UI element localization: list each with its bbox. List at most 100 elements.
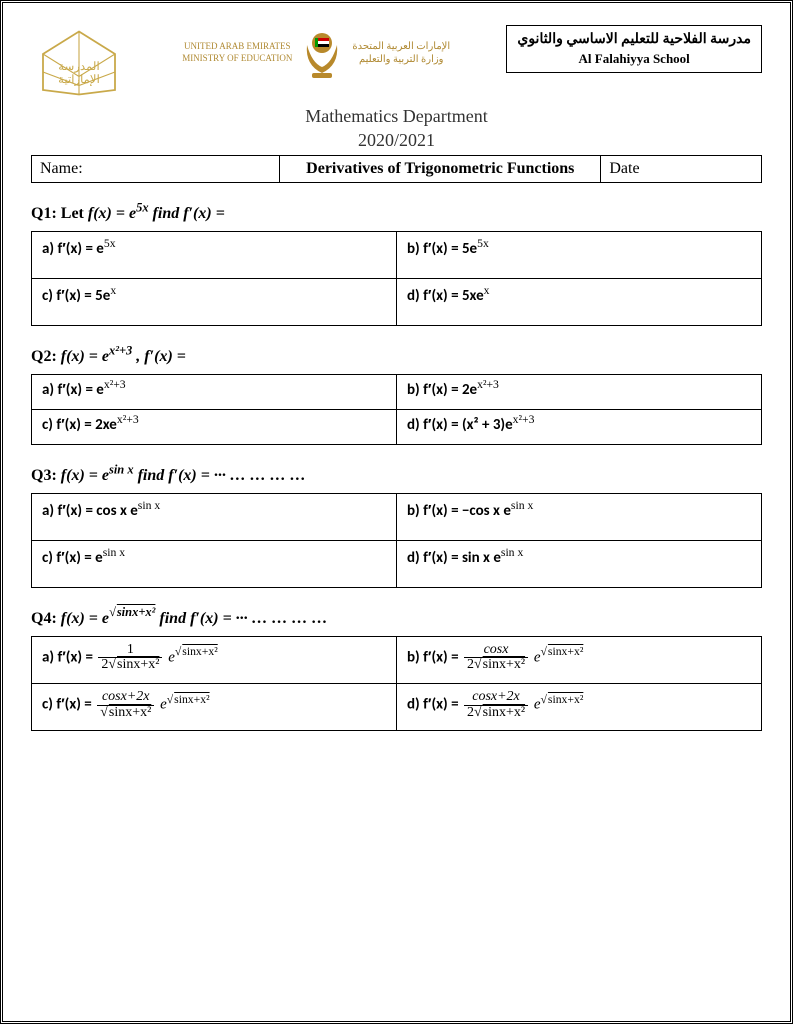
question-2: Q2: f(x) = ex²+3 , f′(x) = a) f′(x) = ex… (31, 348, 762, 445)
q4-b-den-rad: sinx+x² (482, 657, 525, 672)
q4-b-den-coef: 2 (467, 657, 474, 672)
q1-prompt: Q1: Let f(x) = e5x find f′(x) = (31, 205, 762, 223)
q3-a-exp: sin x (138, 499, 160, 512)
q4-fn: f(x) = e (61, 610, 109, 627)
q3-pre: Q3: (31, 467, 61, 484)
page-header: المدرسة الإماراتية UNITED ARAB EMIRATES … (31, 25, 762, 100)
q3-fn: f(x) = e (61, 467, 109, 484)
worksheet-page: المدرسة الإماراتية UNITED ARAB EMIRATES … (0, 0, 793, 1024)
school-name-ar: مدرسة الفلاحية للتعليم الاساسي والثانوي (517, 30, 751, 50)
department-title: Mathematics Department 2020/2021 (31, 104, 762, 153)
q2-c-exp: x²+3 (117, 413, 139, 426)
q2-exp: x²+3 (109, 343, 132, 357)
q4-c-exp: sinx+x² (173, 693, 209, 706)
q4-opt-c[interactable]: c) f′(x) = cosx+2x sinx+x² esinx+x² (32, 683, 397, 730)
q4-b-frac: cosx 2 sinx+x² (464, 643, 528, 673)
q1-b-txt: b) f′(x) = 5e (407, 240, 477, 258)
question-1: Q1: Let f(x) = e5x find f′(x) = a) f′(x)… (31, 205, 762, 326)
date-cell[interactable]: Date (601, 155, 762, 182)
q1-a-txt: a) f′(x) = e (42, 240, 104, 258)
q2-opt-b[interactable]: b) f′(x) = 2ex²+3 (397, 374, 762, 409)
ministry-ar: الإمارات العربية المتحدة (352, 40, 450, 53)
q4-a-lab: a) f′(x) = (42, 648, 96, 666)
q4-b-lab: b) f′(x) = (407, 648, 462, 666)
ministry-text: UNITED ARAB EMIRATES MINISTRY OF EDUCATI… (182, 41, 292, 64)
question-4: Q4: f(x) = e sinx+x² find f′(x) = ··· … …… (31, 610, 762, 732)
q1-c-txt: c) f′(x) = 5e (42, 287, 110, 305)
q2-pre: Q2: (31, 348, 61, 365)
q1-find: find f′(x) = (149, 205, 225, 222)
q4-find: find f′(x) = ··· … … … … (155, 610, 327, 627)
q1-opt-a[interactable]: a) f′(x) = e5x (32, 231, 397, 278)
q3-opt-b[interactable]: b) f′(x) = −cos x esin x (397, 493, 762, 540)
q3-prompt: Q3: f(x) = esin x find f′(x) = ··· … … …… (31, 467, 762, 485)
q2-options: a) f′(x) = ex²+3 b) f′(x) = 2ex²+3 c) f′… (31, 374, 762, 445)
q2-prompt: Q2: f(x) = ex²+3 , f′(x) = (31, 348, 762, 366)
q1-opt-c[interactable]: c) f′(x) = 5ex (32, 278, 397, 325)
q4-c-den-rad: sinx+x² (108, 705, 151, 720)
q1-b-exp: 5x (477, 237, 489, 250)
q4-exp: sinx+x² (116, 605, 156, 619)
q4-prompt: Q4: f(x) = esinx+x² find f′(x) = ··· … …… (31, 610, 762, 628)
q4-a-exp: sinx+x² (181, 645, 217, 658)
q1-pre: Q1: Let (31, 205, 88, 222)
q2-c-txt: c) f′(x) = 2xe (42, 416, 117, 434)
q4-d-frac: cosx+2x 2 sinx+x² (464, 690, 528, 720)
name-cell[interactable]: Name: (32, 155, 280, 182)
q2-opt-d[interactable]: d) f′(x) = (x² + 3)ex²+3 (397, 409, 762, 444)
q4-opt-d[interactable]: d) f′(x) = cosx+2x 2sinx+x² esinx+x² (397, 683, 762, 730)
school-name-box: مدرسة الفلاحية للتعليم الاساسي والثانوي … (506, 25, 762, 73)
q4-d-num: cosx+2x (472, 689, 520, 704)
q2-opt-a[interactable]: a) f′(x) = ex²+3 (32, 374, 397, 409)
info-table: Name: Derivatives of Trigonometric Funct… (31, 155, 762, 183)
q4-d-den-coef: 2 (467, 705, 474, 720)
q4-c-frac: cosx+2x sinx+x² (97, 690, 154, 720)
year-line: 2020/2021 (31, 128, 762, 152)
q3-opt-d[interactable]: d) f′(x) = sin x esin x (397, 540, 762, 587)
svg-text:الإماراتية: الإماراتية (58, 72, 100, 86)
q1-fn: f(x) = e (88, 205, 136, 222)
q2-b-exp: x²+3 (477, 378, 499, 391)
q3-opt-a[interactable]: a) f′(x) = cos x esin x (32, 493, 397, 540)
ministry-block: UNITED ARAB EMIRATES MINISTRY OF EDUCATI… (182, 25, 450, 80)
q3-a-txt: a) f′(x) = cos x e (42, 502, 138, 520)
q2-a-exp: x²+3 (104, 378, 126, 391)
q3-c-exp: sin x (103, 546, 125, 559)
q3-opt-c[interactable]: c) f′(x) = esin x (32, 540, 397, 587)
q3-b-txt: b) f′(x) = −cos x e (407, 502, 511, 520)
q4-a-frac: 1 2sinx+x² (98, 643, 162, 673)
q2-b-txt: b) f′(x) = 2e (407, 381, 477, 399)
q3-d-txt: d) f′(x) = sin x e (407, 549, 501, 567)
q4-opt-a[interactable]: a) f′(x) = 1 2sinx+x² esinx+x² (32, 636, 397, 683)
q1-d-exp: x (484, 284, 490, 297)
q4-pre: Q4: (31, 610, 61, 627)
q1-c-exp: x (110, 284, 116, 297)
q4-c-num: cosx+2x (102, 689, 150, 704)
q4-opt-b[interactable]: b) f′(x) = cosx 2sinx+x² esinx+x² (397, 636, 762, 683)
q1-a-exp: 5x (104, 237, 116, 250)
q4-options: a) f′(x) = 1 2sinx+x² esinx+x² b) f′(x) … (31, 636, 762, 732)
uae-emblem-icon (302, 25, 342, 80)
q3-d-exp: sin x (501, 546, 523, 559)
q2-opt-c[interactable]: c) f′(x) = 2xex²+3 (32, 409, 397, 444)
q3-options: a) f′(x) = cos x esin x b) f′(x) = −cos … (31, 493, 762, 588)
ministry-text-ar: الإمارات العربية المتحدة وزارة التربية و… (352, 40, 450, 66)
q4-b-num: cosx (484, 642, 509, 657)
ministry-en2: MINISTRY OF EDUCATION (182, 53, 292, 65)
q4-d-den-rad: sinx+x² (482, 705, 525, 720)
q4-c-lab: c) f′(x) = (42, 696, 95, 714)
q4-a-den-rad: sinx+x² (116, 657, 159, 672)
q1-opt-b[interactable]: b) f′(x) = 5e5x (397, 231, 762, 278)
ministry-en: UNITED ARAB EMIRATES (182, 41, 292, 53)
q2-find: , f′(x) = (132, 348, 186, 365)
q2-d-txt: d) f′(x) = (x² + 3)e (407, 416, 513, 434)
q1-opt-d[interactable]: d) f′(x) = 5xex (397, 278, 762, 325)
school-name-en: Al Falahiyya School (517, 50, 751, 68)
q1-exp: 5x (136, 200, 148, 214)
question-3: Q3: f(x) = esin x find f′(x) = ··· … … …… (31, 467, 762, 588)
q3-exp: sin x (109, 462, 134, 476)
q2-a-txt: a) f′(x) = e (42, 381, 104, 399)
topic-cell: Derivatives of Trigonometric Functions (280, 155, 601, 182)
svg-text:المدرسة: المدرسة (58, 60, 99, 73)
q3-c-txt: c) f′(x) = e (42, 549, 103, 567)
